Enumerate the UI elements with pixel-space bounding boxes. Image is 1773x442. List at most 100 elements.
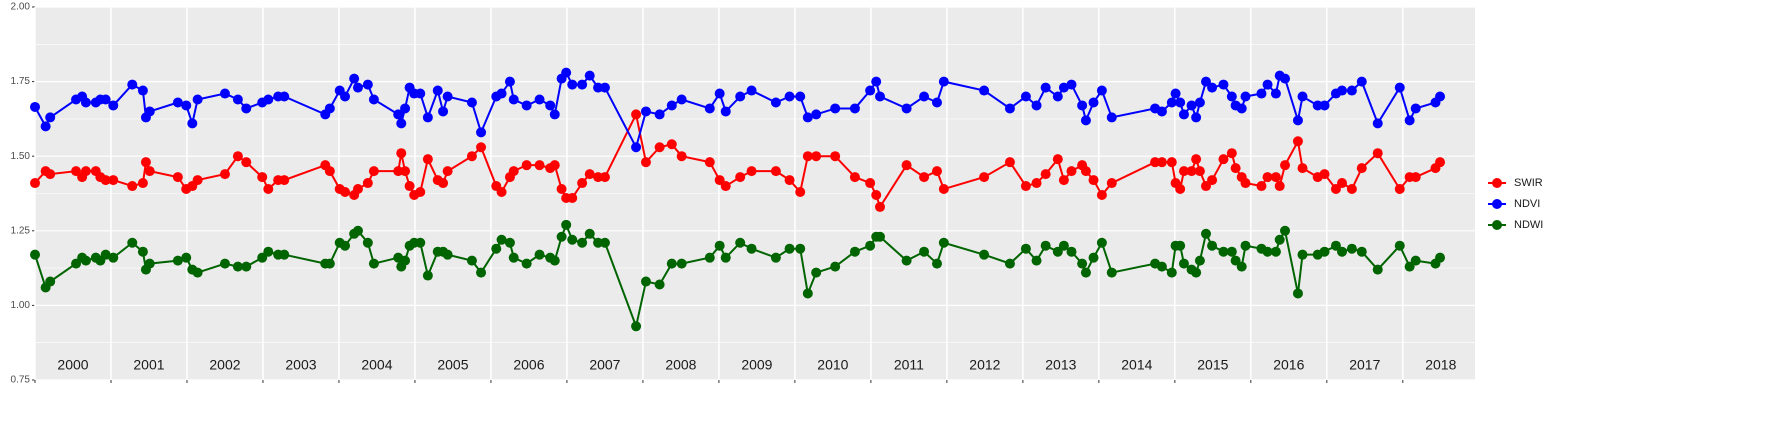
data-point — [938, 76, 949, 87]
data-point — [1270, 88, 1281, 99]
data-point — [549, 255, 560, 266]
data-point — [871, 189, 882, 200]
data-point — [1178, 166, 1189, 177]
x-tick-label: 2013 — [1045, 357, 1076, 373]
data-point — [181, 252, 192, 263]
data-point — [770, 166, 781, 177]
data-point — [396, 148, 407, 159]
x-tick-label: 2010 — [817, 357, 848, 373]
data-point — [593, 82, 604, 93]
data-point — [1106, 178, 1117, 189]
data-point — [219, 169, 230, 180]
data-point — [919, 172, 930, 183]
data-point — [172, 172, 183, 183]
data-point — [1080, 267, 1091, 278]
data-point — [784, 175, 795, 186]
data-point — [1256, 88, 1267, 99]
data-point — [1170, 88, 1181, 99]
data-point — [340, 240, 351, 251]
data-point — [901, 160, 912, 171]
x-tick-label: 2009 — [741, 357, 772, 373]
data-point — [1435, 252, 1446, 263]
data-point — [241, 157, 252, 168]
data-point — [871, 76, 882, 87]
data-point — [865, 85, 876, 96]
data-point — [676, 94, 687, 105]
data-point — [802, 151, 813, 162]
data-point — [352, 184, 363, 195]
data-point — [1191, 112, 1202, 123]
data-point — [1394, 82, 1405, 93]
data-point — [735, 172, 746, 183]
data-point — [1280, 73, 1291, 84]
data-point — [508, 166, 519, 177]
data-point — [720, 106, 731, 117]
data-point — [1096, 85, 1107, 96]
data-point — [232, 151, 243, 162]
data-point — [127, 181, 138, 192]
data-point — [1088, 175, 1099, 186]
data-point — [735, 237, 746, 248]
data-point — [666, 258, 677, 269]
data-point — [442, 249, 453, 260]
data-point — [1052, 154, 1063, 165]
data-point — [1106, 267, 1117, 278]
data-point — [666, 100, 677, 111]
data-point — [219, 258, 230, 269]
data-point — [1262, 246, 1273, 257]
data-point — [567, 234, 578, 245]
data-point — [1194, 97, 1205, 108]
data-point — [393, 109, 404, 120]
x-tick-label: 2002 — [209, 357, 240, 373]
data-point — [1020, 91, 1031, 102]
data-point — [108, 252, 119, 263]
data-point — [279, 91, 290, 102]
data-point — [1207, 175, 1218, 186]
data-point — [1191, 154, 1202, 165]
data-point — [599, 237, 610, 248]
data-point — [599, 172, 610, 183]
data-point — [45, 169, 56, 180]
data-point — [534, 249, 545, 260]
data-point — [875, 231, 886, 242]
data-point — [979, 172, 990, 183]
data-point — [368, 94, 379, 105]
data-point — [631, 109, 642, 120]
x-tick-label: 2005 — [437, 357, 468, 373]
data-point — [172, 97, 183, 108]
data-point — [720, 181, 731, 192]
y-tick-label: 1.00 — [11, 300, 31, 311]
data-point — [241, 103, 252, 114]
data-point — [1356, 76, 1367, 87]
data-point — [257, 172, 268, 183]
data-point — [1106, 112, 1117, 123]
data-point — [1262, 79, 1273, 90]
data-point — [1319, 100, 1330, 111]
x-tick-label: 2007 — [589, 357, 620, 373]
data-point — [1004, 103, 1015, 114]
x-tick-label: 2016 — [1273, 357, 1304, 373]
data-point — [1031, 100, 1042, 111]
x-tick-label: 2015 — [1197, 357, 1228, 373]
data-point — [324, 103, 335, 114]
data-point — [127, 237, 138, 248]
data-point — [1096, 189, 1107, 200]
data-point — [400, 255, 411, 266]
data-point — [368, 166, 379, 177]
data-point — [599, 82, 610, 93]
data-point — [849, 246, 860, 257]
data-point — [1226, 91, 1237, 102]
data-point — [466, 255, 477, 266]
data-point — [1256, 181, 1267, 192]
data-point — [438, 106, 449, 117]
data-point — [1337, 246, 1348, 257]
data-point — [1066, 79, 1077, 90]
data-point — [263, 94, 274, 105]
data-point — [830, 103, 841, 114]
data-point — [1040, 82, 1051, 93]
data-point — [1040, 169, 1051, 180]
data-point — [1175, 240, 1186, 251]
data-point — [1178, 109, 1189, 120]
data-point — [80, 97, 91, 108]
data-point — [1404, 115, 1415, 126]
